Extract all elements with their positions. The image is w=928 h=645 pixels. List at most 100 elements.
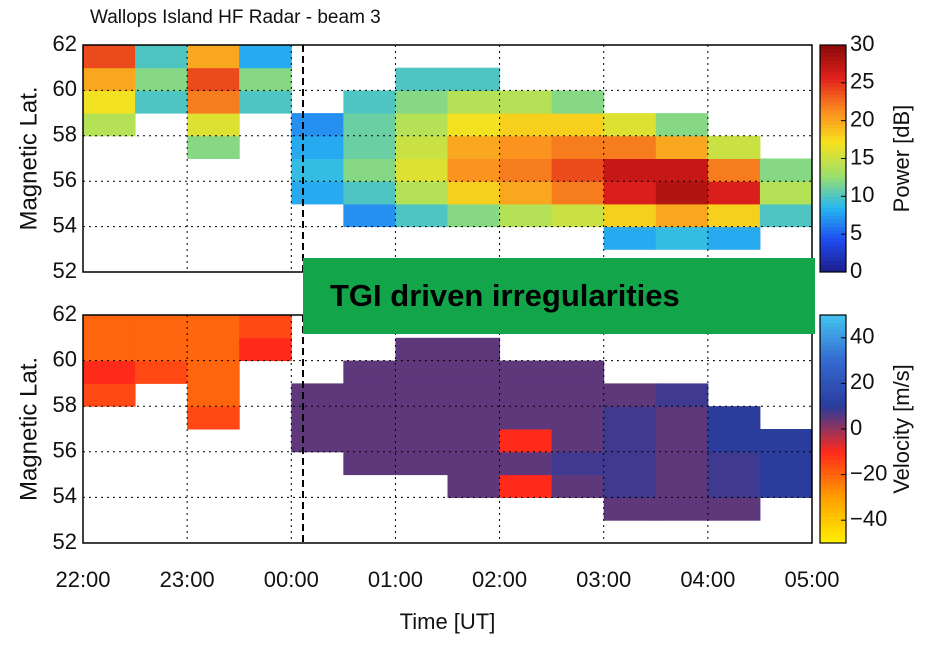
y-tick-label: 52 [53,529,77,554]
heat-cell [239,45,292,69]
heat-cell [707,497,761,521]
colorbar-step [820,173,846,178]
colorbar-tick-label: 10 [850,182,874,207]
heat-cell [499,360,553,384]
heat-cell [759,451,813,476]
x-tick-label: 00:00 [264,567,319,592]
heat-cell [395,360,448,384]
heat-cell [551,474,605,498]
heat-cell [395,181,448,205]
colorbar-step [820,524,846,529]
colorbar-step [820,90,846,95]
colorbar-step [820,79,846,84]
colorbar-step [820,268,846,273]
colorbar-step [820,368,846,373]
colorbar-step [820,356,846,362]
heat-cell [447,113,501,137]
colorbar-step [820,188,846,194]
y-tick-label: 62 [53,301,77,326]
colorbar-tick-label: 40 [850,324,874,349]
colorbar-step [820,71,846,76]
colorbar-tick-label: 0 [850,258,862,283]
colorbar-step [820,253,846,258]
heat-cell [603,497,657,521]
heat-cell [343,429,396,453]
colorbar-step [820,318,846,324]
colorbar-step [820,417,846,422]
heat-cell [343,406,396,430]
y-tick-label: 58 [53,122,77,147]
heat-cell [187,90,240,114]
heat-cell [291,406,344,430]
heat-cell [239,67,292,91]
colorbar-step [820,349,846,354]
heat-cell [707,203,761,228]
colorbar-step [820,467,846,472]
heat-cell [395,135,448,159]
colorbar-step [820,322,846,327]
x-tick-label: 03:00 [576,567,631,592]
heat-cell [187,315,240,339]
colorbar-step [820,387,846,392]
colorbar-step [820,120,846,125]
heat-cell [551,181,605,205]
y-tick-label: 54 [53,483,77,508]
colorbar-step [820,109,846,114]
colorbar-step [820,341,846,346]
heat-cell [135,90,188,114]
heat-cell [499,158,553,182]
colorbar-step [820,52,846,57]
heat-cell [655,383,709,407]
heat-cell [707,474,761,498]
colorbar-step [820,444,846,449]
heat-cell [447,67,501,91]
heat-cell [291,113,344,137]
heat-cell [499,203,553,228]
x-tick-label: 23:00 [160,567,215,592]
heat-cell [499,383,553,407]
heat-cell [343,158,396,182]
colorbar-step [820,474,846,479]
colorbar-step [820,410,846,415]
colorbar-step [820,196,846,201]
colorbar-step [820,237,846,243]
colorbar-step [820,398,846,403]
heat-cell [603,203,657,228]
colorbar-tick-label: 15 [850,144,874,169]
colorbar-step [820,113,846,118]
colorbar-step [820,97,846,103]
colorbar-step [820,116,846,122]
annotation-text: TGI driven irregularities [330,278,680,313]
heat-cell [83,90,136,114]
colorbar-step [820,432,846,438]
colorbar-step [820,60,846,65]
colorbar-step [820,245,846,250]
colorbar-step [820,394,846,400]
heat-cell [395,337,448,362]
heat-cell [447,135,501,159]
colorbar-step [820,315,846,320]
heat-cell [187,360,240,384]
colorbar-step [820,391,846,396]
heat-cell [291,135,344,159]
colorbar-step [820,132,846,137]
heat-cell [291,158,344,182]
x-tick-label: 02:00 [472,567,527,592]
heat-cell [291,429,344,453]
colorbar-step [820,222,846,228]
colorbar-step [820,455,846,460]
heat-cell [447,337,501,362]
x-tick-label: 01:00 [368,567,423,592]
colorbar-tick-label: −20 [850,460,887,485]
colorbar-step [820,75,846,80]
heat-cell [187,135,240,159]
colorbar-step [820,184,846,190]
y-tick-label: 54 [53,212,77,237]
heat-cell [655,451,709,476]
colorbar-step [820,470,846,476]
colorbar-tick-label: 20 [850,106,874,131]
colorbar-step [820,440,846,445]
heat-cell [551,429,605,453]
heat-cell [603,451,657,476]
heat-cell [603,226,657,250]
